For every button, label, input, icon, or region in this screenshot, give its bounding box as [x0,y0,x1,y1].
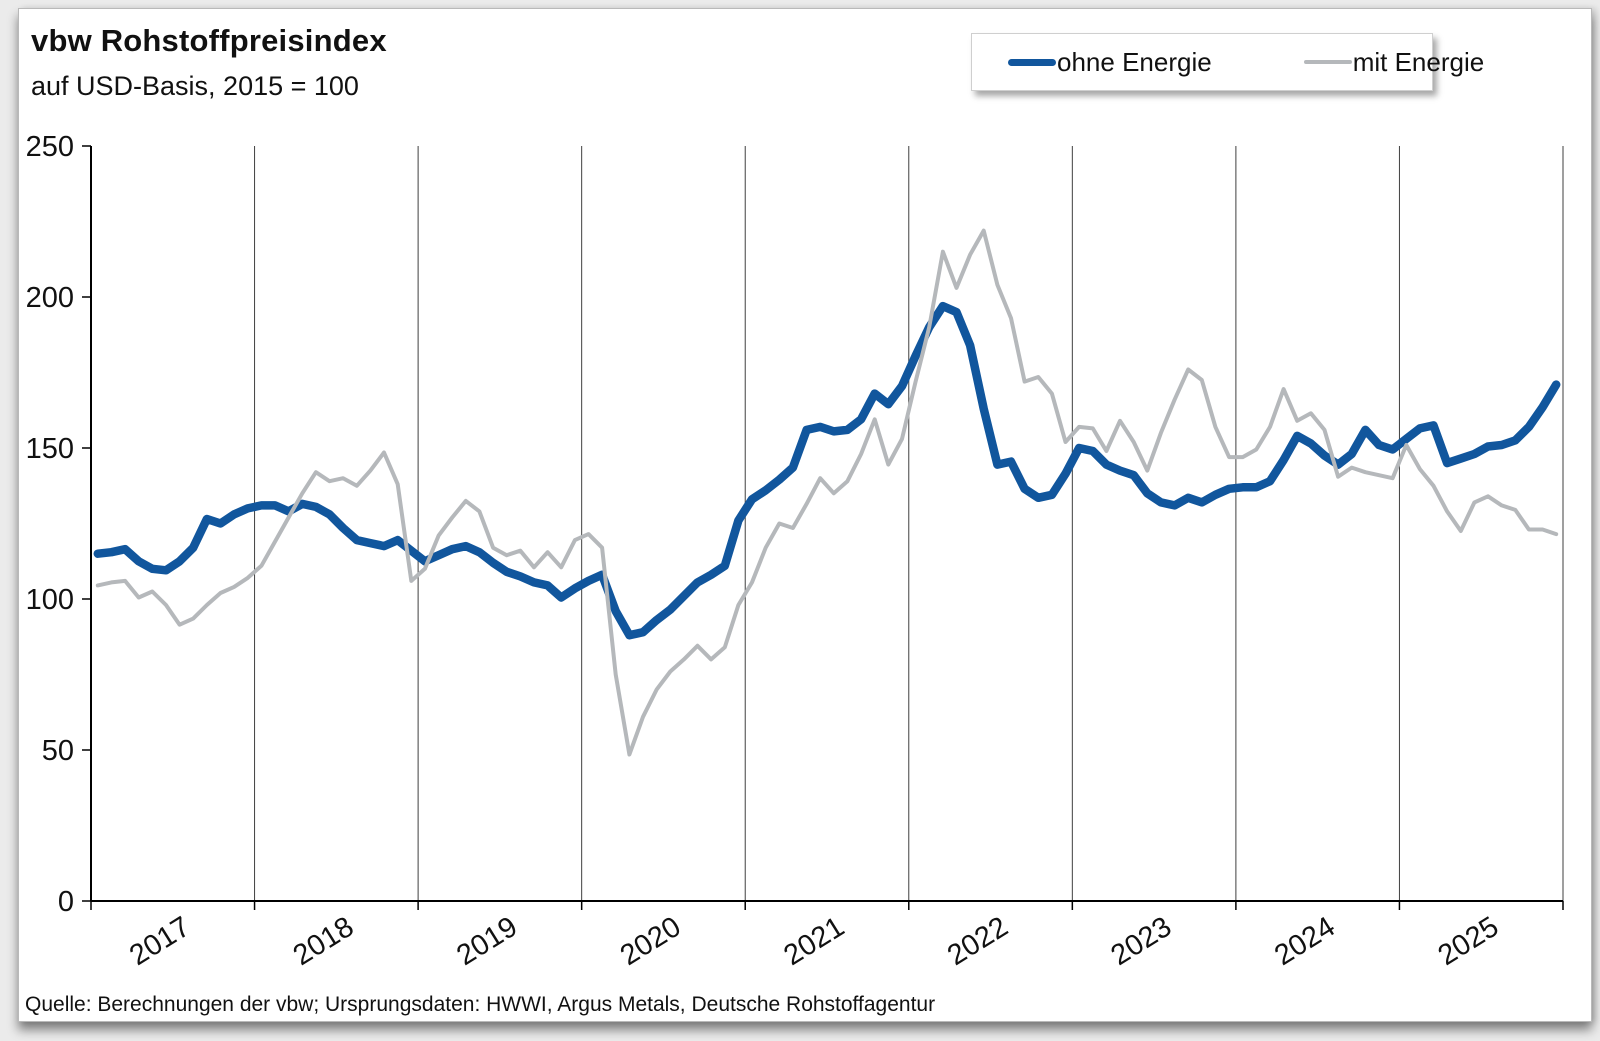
ohne-energie-line [93,301,1561,640]
ohne-energie-line-swatch [1008,58,1056,66]
legend-label-mit-energie: mit Energie [1352,46,1485,77]
y-axis-label: 250 [26,131,74,163]
x-axis-label: 2022 [942,911,1014,972]
chart-title: vbw Rohstoffpreisindex [31,23,387,58]
legend-item-mit-energie: mit Energie [1303,46,1485,78]
y-axis-label: 0 [58,886,74,918]
legend-label-ohne-energie: ohne Energie [1057,46,1212,77]
x-axis-label: 2021 [778,911,850,972]
legend-item-ohne-energie: ohne Energie [1008,47,1212,78]
y-axis-label: 200 [26,282,74,314]
x-axis-label: 2019 [451,911,523,972]
mit-energie-line [95,228,1559,757]
x-axis-label: 2024 [1269,911,1341,972]
y-axis-label: 100 [26,584,74,616]
x-axis-label: 2020 [615,911,687,972]
chart-subtitle: auf USD-Basis, 2015 = 100 [31,71,359,101]
x-axis-label: 2017 [124,911,196,972]
x-axis-label: 2018 [288,911,360,972]
chart-card: vbw Rohstoffpreisindex auf USD-Basis, 20… [18,8,1592,1022]
mit-energie-line-swatch [1303,60,1352,64]
source-note: Quelle: Berechnungen der vbw; Ursprungsd… [25,993,936,1016]
x-axis-label: 2023 [1106,911,1178,972]
y-axis-label: 50 [42,735,74,767]
price-index-line-chart: 0 50 100 150 200 250 2017 2018 2019 2020 2021 2022 2… [26,131,1564,972]
legend: ohne Energie mit Energie [971,33,1484,91]
y-axis-label: 150 [26,433,74,465]
x-axis-label: 2025 [1433,911,1505,972]
